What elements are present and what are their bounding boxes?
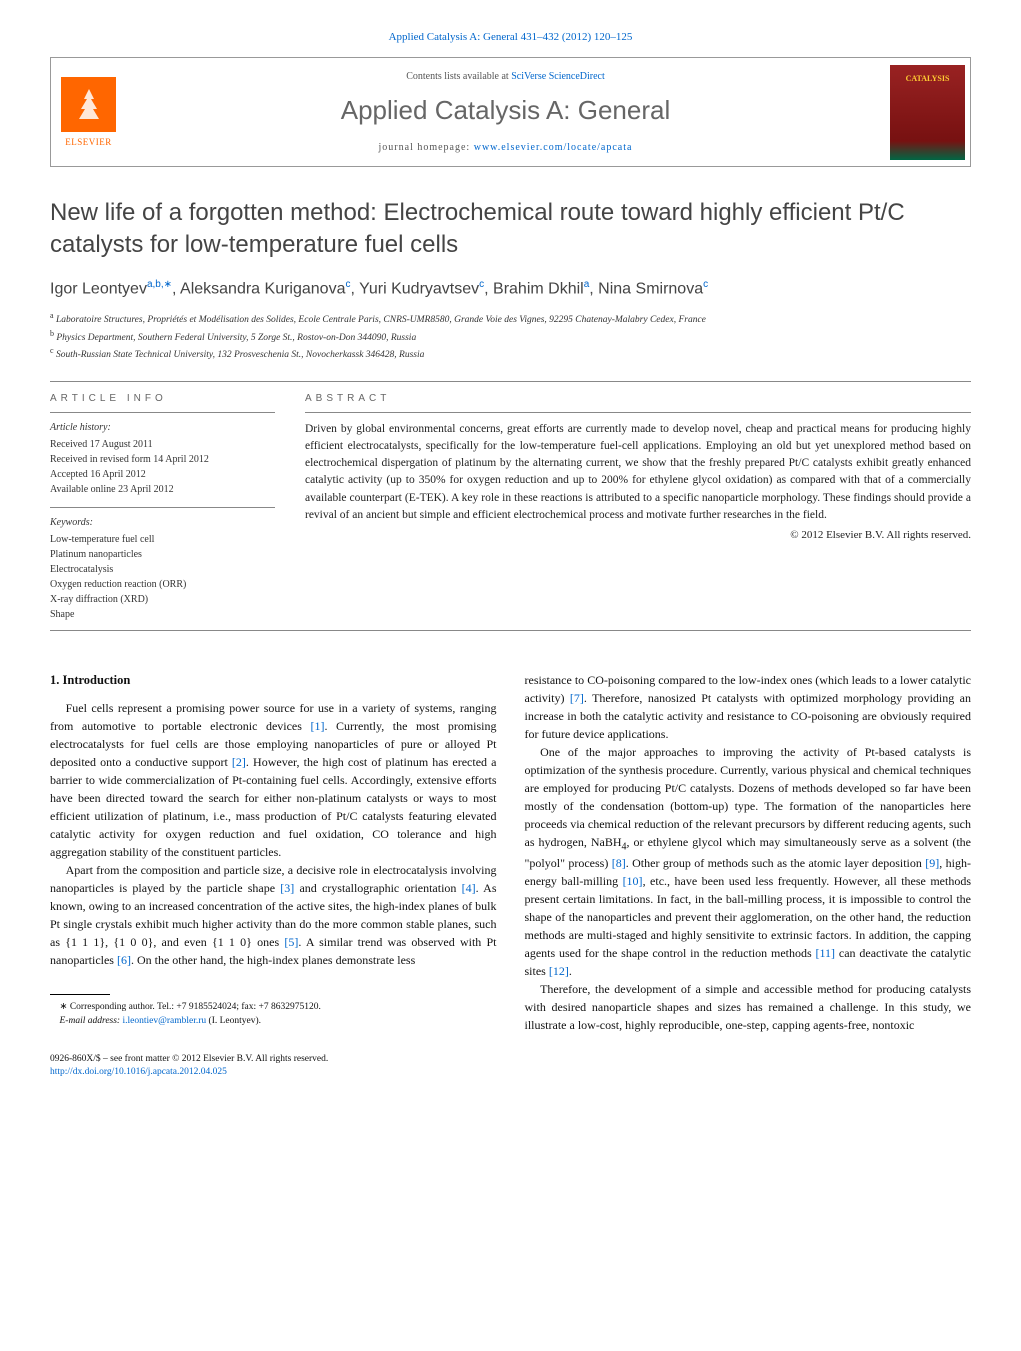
intro-p3: resistance to CO-poisoning compared to t… [525,671,972,743]
journal-cover-image: CATALYSIS [890,65,965,160]
cite-3[interactable]: [3] [280,881,294,895]
keyword-4: X-ray diffraction (XRD) [50,592,275,607]
contents-line: Contents lists available at SciVerse Sci… [406,70,605,84]
cite-12[interactable]: [12] [549,964,569,978]
author-1-marks: c [345,279,350,290]
affiliations-block: a Laboratoire Structures, Propriétés et … [50,310,971,362]
keyword-2: Electrocatalysis [50,562,275,577]
author-1: Aleksandra Kuriganova [180,280,345,297]
cite-11[interactable]: [11] [816,946,836,960]
author-4-marks: c [703,279,708,290]
author-0: Igor Leontyev [50,280,147,297]
article-info-column: article info Article history: Received 1… [50,382,275,622]
cite-4[interactable]: [4] [462,881,476,895]
intro-p5: Therefore, the development of a simple a… [525,980,972,1034]
email-label: E-mail address: [60,1016,123,1026]
history-received: Received 17 August 2011 [50,437,275,452]
author-0-marks: a,b,∗ [147,279,172,290]
cite-5[interactable]: [5] [284,935,298,949]
body-column-left: 1. Introduction Fuel cells represent a p… [50,671,497,1080]
aff-text-c: South-Russian State Technical University… [56,350,424,360]
author-2-marks: c [479,279,484,290]
sciencedirect-link[interactable]: SciVerse ScienceDirect [511,71,605,82]
publisher-name: ELSEVIER [65,136,112,149]
info-abstract-row: article info Article history: Received 1… [50,382,971,622]
article-title: New life of a forgotten method: Electroc… [50,197,971,259]
author-4: Nina Smirnova [598,280,703,297]
cite-9[interactable]: [9] [925,856,939,870]
aff-mark-c: c [50,346,54,355]
aff-text-b: Physics Department, Southern Federal Uni… [56,333,416,343]
intro-p4: One of the major approaches to improving… [525,743,972,980]
author-3-marks: a [584,279,590,290]
abstract-column: abstract Driven by global environmental … [305,382,971,622]
header-center: Contents lists available at SciVerse Sci… [126,58,885,166]
aff-mark-a: a [50,311,54,320]
affiliation-a: a Laboratoire Structures, Propriétés et … [50,310,971,327]
abstract-divider [305,412,971,413]
footnote-divider [50,994,110,995]
homepage-line: journal homepage: www.elsevier.com/locat… [379,141,633,155]
intro-p2: Apart from the composition and particle … [50,861,497,969]
journal-title: Applied Catalysis A: General [341,92,671,128]
journal-header-box: ELSEVIER Contents lists available at Sci… [50,57,971,167]
cover-label: CATALYSIS [906,73,950,84]
author-3: Brahim Dkhil [493,280,584,297]
body-column-right: resistance to CO-poisoning compared to t… [525,671,972,1080]
cite-8[interactable]: [8] [612,856,626,870]
info-divider [50,412,275,413]
corresponding-author: ∗ Corresponding author. Tel.: +7 9185524… [50,1001,497,1014]
cite-10[interactable]: [10] [623,874,643,888]
keyword-3: Oxygen reduction reaction (ORR) [50,577,275,592]
aff-mark-b: b [50,329,54,338]
cite-7[interactable]: [7] [570,691,584,705]
cite-2[interactable]: [2] [232,755,246,769]
elsevier-tree-icon [61,77,116,132]
keywords-label: Keywords: [50,516,275,530]
homepage-link[interactable]: www.elsevier.com/locate/apcata [474,142,633,153]
publisher-logo-block: ELSEVIER [51,58,126,166]
info-divider-2 [50,507,275,508]
journal-cover-block: CATALYSIS [885,58,970,166]
affiliation-b: b Physics Department, Southern Federal U… [50,328,971,345]
keyword-5: Shape [50,607,275,622]
homepage-prefix: journal homepage: [379,142,474,153]
authors-line: Igor Leontyeva,b,∗, Aleksandra Kuriganov… [50,278,971,301]
keyword-1: Platinum nanoparticles [50,547,275,562]
footer-doi-link[interactable]: http://dx.doi.org/10.1016/j.apcata.2012.… [50,1067,227,1077]
history-accepted: Accepted 16 April 2012 [50,467,275,482]
cite-6[interactable]: [6] [117,953,131,967]
keyword-0: Low-temperature fuel cell [50,532,275,547]
author-2: Yuri Kudryavtsev [359,280,479,297]
abstract-text: Driven by global environmental concerns,… [305,421,971,525]
history-revised: Received in revised form 14 April 2012 [50,452,275,467]
footer-issn: 0926-860X/$ – see front matter © 2012 El… [50,1053,497,1066]
intro-heading: 1. Introduction [50,671,497,690]
contents-prefix: Contents lists available at [406,71,511,82]
email-link[interactable]: i.leontiev@rambler.ru [122,1016,206,1026]
bottom-divider [50,630,971,631]
body-columns: 1. Introduction Fuel cells represent a p… [50,671,971,1080]
abstract-copyright: © 2012 Elsevier B.V. All rights reserved… [305,528,971,543]
intro-p1: Fuel cells represent a promising power s… [50,699,497,861]
email-suffix: (I. Leontyev). [206,1016,261,1026]
aff-text-a: Laboratoire Structures, Propriétés et Mo… [56,316,706,326]
article-info-heading: article info [50,382,275,412]
footer-block: 0926-860X/$ – see front matter © 2012 El… [50,1053,497,1080]
cite-1[interactable]: [1] [310,719,324,733]
corresponding-email: E-mail address: i.leontiev@rambler.ru (I… [50,1015,497,1028]
affiliation-c: c South-Russian State Technical Universi… [50,345,971,362]
abstract-heading: abstract [305,382,971,412]
header-citation: Applied Catalysis A: General 431–432 (20… [50,30,971,45]
history-online: Available online 23 April 2012 [50,482,275,497]
history-label: Article history: [50,421,275,435]
